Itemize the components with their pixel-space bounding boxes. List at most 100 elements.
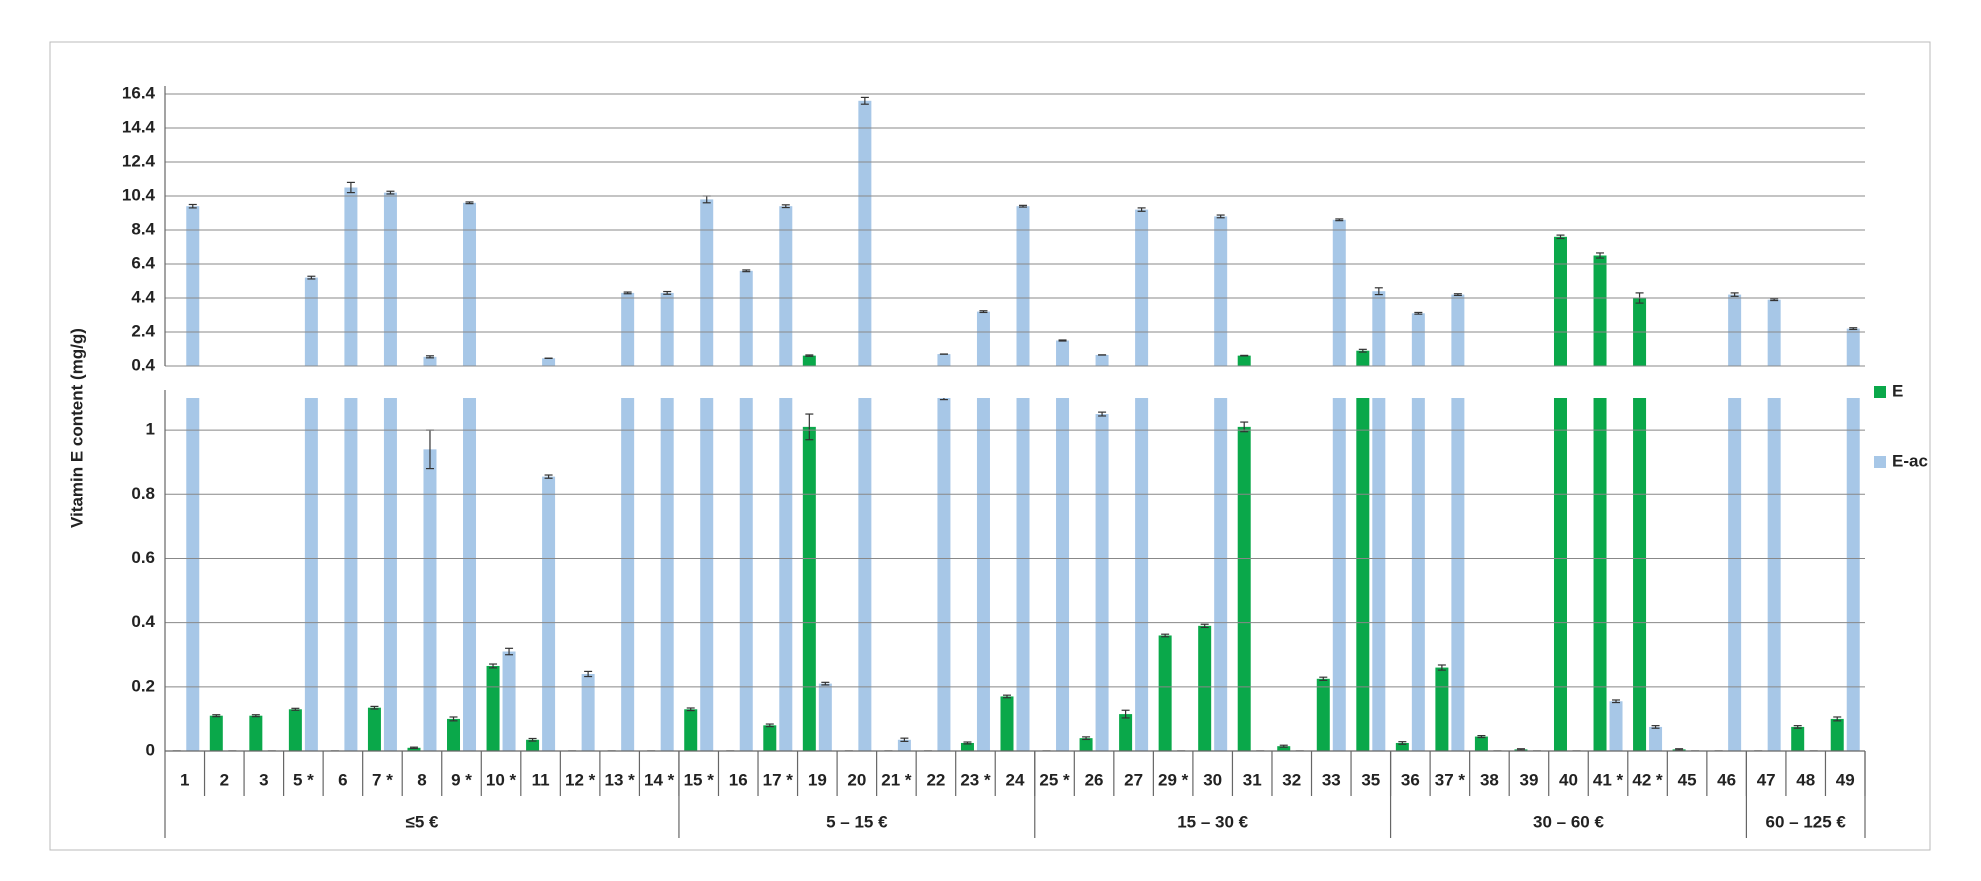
bar xyxy=(344,187,358,366)
error-bar xyxy=(1358,348,1367,353)
error-bar xyxy=(409,746,418,750)
bar xyxy=(1767,398,1781,751)
y-tick-label: 1 xyxy=(146,420,155,439)
bar xyxy=(407,747,421,751)
x-tick-label: 29 * xyxy=(1158,770,1189,789)
x-tick-label: 25 * xyxy=(1039,770,1070,789)
bar xyxy=(1553,398,1567,751)
bar xyxy=(858,398,872,751)
bar xyxy=(700,199,714,366)
bar xyxy=(1593,398,1607,751)
y-tick-label: 0 xyxy=(146,740,155,759)
x-tick-label: 21 * xyxy=(881,770,912,789)
error-bar xyxy=(528,737,537,742)
error-bar xyxy=(963,741,972,745)
bar xyxy=(423,449,437,751)
error-bar xyxy=(505,647,514,656)
x-tick-label: 23 * xyxy=(960,770,991,789)
bar xyxy=(1095,414,1109,751)
x-tick-label: 8 xyxy=(417,770,426,789)
y-tick-label: 0.6 xyxy=(131,548,155,567)
error-bar xyxy=(188,203,197,209)
bar xyxy=(383,398,397,751)
bar xyxy=(1593,255,1607,366)
bar xyxy=(367,707,381,751)
error-bar xyxy=(212,714,221,718)
group-label: ≤5 € xyxy=(405,812,439,831)
y-tick-label: 2.4 xyxy=(131,321,155,340)
bar xyxy=(383,192,397,366)
x-tick-label: 19 xyxy=(808,770,827,789)
bar xyxy=(1372,291,1386,366)
x-tick-label: 26 xyxy=(1085,770,1104,789)
x-tick-label: 30 xyxy=(1203,770,1222,789)
error-bar xyxy=(1477,734,1486,739)
error-bar xyxy=(1200,623,1209,629)
y-tick-label: 6.4 xyxy=(131,253,155,272)
bar xyxy=(1316,678,1330,751)
bar xyxy=(960,742,974,751)
bar xyxy=(1016,206,1030,366)
bar xyxy=(1791,726,1805,751)
error-bar xyxy=(1279,744,1288,748)
bar xyxy=(1214,216,1228,366)
error-bar xyxy=(1003,694,1011,699)
error-bar xyxy=(584,670,593,678)
legend-label: E-ac xyxy=(1892,451,1928,470)
x-tick-label: 5 * xyxy=(293,770,314,789)
y-tick-label: 4.4 xyxy=(131,287,155,306)
y-tick-label: 0.2 xyxy=(131,676,155,695)
bar xyxy=(700,398,714,751)
x-tick-label: 46 xyxy=(1717,770,1736,789)
error-bar xyxy=(1059,132,1067,151)
error-bar xyxy=(623,291,632,295)
bar xyxy=(1135,398,1149,751)
group-label: 30 – 60 € xyxy=(1533,812,1604,831)
x-tick-label: 12 * xyxy=(565,770,596,789)
x-tick-label: 24 xyxy=(1006,770,1025,789)
x-tick-label: 13 * xyxy=(605,770,636,789)
error-bar xyxy=(307,275,316,280)
x-tick-label: 41 * xyxy=(1593,770,1624,789)
error-bar xyxy=(860,96,869,105)
x-tick-label: 48 xyxy=(1796,770,1815,789)
bar xyxy=(288,709,302,751)
x-tick-label: 17 * xyxy=(763,770,794,789)
bar xyxy=(660,398,674,751)
bar xyxy=(1214,398,1228,751)
bar xyxy=(937,354,951,366)
bar xyxy=(1000,696,1014,751)
bar xyxy=(1411,398,1425,751)
error-bar xyxy=(663,290,672,295)
x-tick-label: 38 xyxy=(1480,770,1499,789)
bar xyxy=(1435,667,1449,751)
bar xyxy=(739,270,753,366)
x-tick-label: 39 xyxy=(1519,770,1538,789)
bar xyxy=(1846,328,1860,366)
y-axis-title: Vitamin E content (mg/g) xyxy=(67,328,86,528)
bar xyxy=(1237,355,1251,366)
x-tick-label: 49 xyxy=(1836,770,1855,789)
bar xyxy=(304,277,318,366)
error-bar xyxy=(1216,214,1225,219)
x-tick-label: 16 xyxy=(729,770,748,789)
error-bar xyxy=(939,398,948,401)
bar xyxy=(1830,718,1844,751)
bar xyxy=(1332,219,1346,366)
error-bar xyxy=(449,716,458,722)
x-tick-label: 27 xyxy=(1124,770,1143,789)
error-bar xyxy=(1058,339,1067,342)
bar xyxy=(1332,398,1346,751)
bar xyxy=(463,398,477,751)
x-tick-label: 40 xyxy=(1559,770,1578,789)
legend-swatch xyxy=(1874,386,1886,398)
bar xyxy=(542,476,556,751)
error-bar xyxy=(686,707,695,712)
bar xyxy=(249,715,263,751)
y-tick-label: 0.8 xyxy=(131,484,155,503)
bar xyxy=(763,725,777,751)
error-bar xyxy=(1082,736,1091,741)
bar xyxy=(779,398,793,751)
error-bar xyxy=(765,723,774,728)
